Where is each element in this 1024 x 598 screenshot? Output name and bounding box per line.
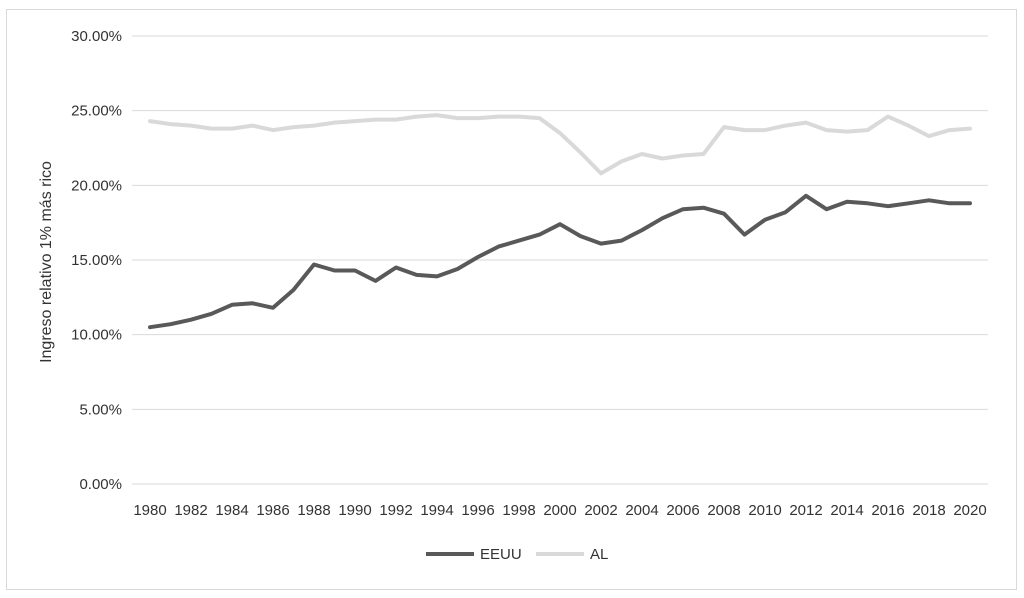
y-tick-label: 25.00%	[71, 103, 122, 120]
x-tick-label: 1984	[215, 502, 248, 519]
x-tick-label: 2012	[789, 502, 822, 519]
legend-label-eeuu: EEUU	[480, 546, 522, 563]
x-tick-label: 2006	[666, 502, 699, 519]
legend: EEUU AL	[426, 546, 608, 563]
series-line-al	[148, 113, 972, 176]
y-axis-ticks: 0.00% 5.00% 10.00% 15.00% 20.00% 25.00% 30.00%	[71, 28, 122, 493]
x-axis-ticks: 1980 1982 1984 1986 1988 1990 1992 1994 1996 1998…	[133, 502, 986, 519]
x-tick-label: 2014	[830, 502, 863, 519]
chart-frame	[6, 9, 1017, 590]
legend-label-al: AL	[590, 546, 608, 563]
x-tick-label: 1980	[133, 502, 166, 519]
x-tick-label: 1986	[256, 502, 289, 519]
y-tick-label: 20.00%	[71, 177, 122, 194]
x-tick-label: 1988	[297, 502, 330, 519]
x-tick-label: 1992	[379, 502, 412, 519]
series-lines	[148, 113, 972, 330]
x-tick-label: 2018	[912, 502, 945, 519]
y-tick-label: 0.00%	[79, 476, 122, 493]
y-tick-label: 5.00%	[79, 401, 122, 418]
x-tick-label: 2002	[584, 502, 617, 519]
x-tick-label: 1990	[338, 502, 371, 519]
x-tick-label: 1996	[461, 502, 494, 519]
x-tick-label: 2016	[871, 502, 904, 519]
x-tick-label: 2004	[625, 502, 658, 519]
y-axis-title: Ingreso relativo 1% más rico	[38, 161, 55, 363]
x-tick-label: 2008	[707, 502, 740, 519]
series-line-eeuu	[148, 193, 972, 330]
x-tick-label: 1998	[502, 502, 535, 519]
y-tick-label: 30.00%	[71, 28, 122, 45]
x-tick-label: 1982	[174, 502, 207, 519]
x-tick-label: 2000	[543, 502, 576, 519]
y-tick-label: 15.00%	[71, 252, 122, 269]
y-tick-label: 10.00%	[71, 327, 122, 344]
x-tick-label: 1994	[420, 502, 453, 519]
gridlines	[132, 35, 988, 485]
x-tick-label: 2020	[953, 502, 986, 519]
x-tick-label: 2010	[748, 502, 781, 519]
